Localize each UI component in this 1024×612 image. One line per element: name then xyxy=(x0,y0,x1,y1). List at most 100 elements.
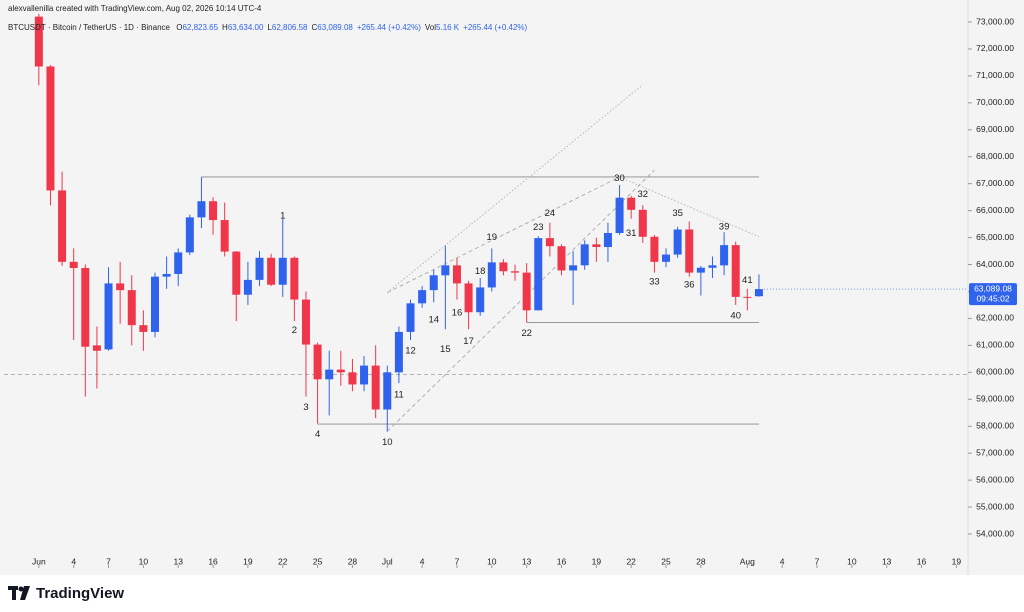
candle-body xyxy=(476,287,485,313)
candle-body xyxy=(650,236,659,262)
change: +265.44 (+0.42%) xyxy=(356,23,421,32)
x-tick-label: 13 xyxy=(173,556,183,566)
volume-change: +265.44 (+0.42%) xyxy=(463,23,528,32)
y-tick-label: 58,000.00 xyxy=(976,420,1014,430)
candle-body xyxy=(696,267,705,273)
x-tick-label: 13 xyxy=(882,556,892,566)
candle-body xyxy=(197,201,206,218)
annotation: 18 xyxy=(475,266,486,277)
x-tick-label: 16 xyxy=(208,556,218,566)
footer: TradingView xyxy=(8,582,124,604)
y-tick-label: 57,000.00 xyxy=(976,447,1014,457)
legend-key: C xyxy=(311,23,318,32)
candle-body xyxy=(220,220,229,252)
y-tick-label: 73,000.00 xyxy=(976,16,1014,26)
annotation: 35 xyxy=(672,208,683,219)
y-tick-label: 71,000.00 xyxy=(976,70,1014,80)
x-tick-label: Jul xyxy=(382,556,393,566)
candle-body xyxy=(81,268,90,347)
x-tick-label: 16 xyxy=(917,556,927,566)
candle-body xyxy=(522,272,531,311)
candle-body xyxy=(383,372,392,410)
annotation: 41 xyxy=(742,275,753,286)
x-tick-label: 19 xyxy=(952,556,962,566)
candle-body xyxy=(545,238,554,247)
x-tick-label: 25 xyxy=(661,556,671,566)
annotation: 22 xyxy=(521,328,532,339)
candle-body xyxy=(441,265,450,276)
candle-body xyxy=(418,290,427,304)
x-tick-label: 4 xyxy=(420,556,425,566)
y-tick-label: 69,000.00 xyxy=(976,124,1014,134)
annotation: 11 xyxy=(394,390,404,401)
legend-value: 63,089.08 xyxy=(317,23,353,32)
candle-body xyxy=(394,331,403,373)
annotation: 19 xyxy=(487,232,498,243)
annotation: 3 xyxy=(303,402,308,413)
candle-body xyxy=(708,265,717,268)
x-tick-label: 13 xyxy=(522,556,532,566)
candle-body xyxy=(150,276,159,332)
drawing-line xyxy=(619,176,760,238)
x-tick-label: 10 xyxy=(139,556,149,566)
price-tag xyxy=(969,283,1017,306)
candle-body xyxy=(371,365,380,410)
volume-key: Vol xyxy=(424,23,437,32)
annotation: 40 xyxy=(730,310,741,321)
candle-body xyxy=(34,16,43,67)
brand: TradingView xyxy=(36,584,125,602)
symbol-title: BTCUSDT · Bitcoin / TetherUS · 1D · Bina… xyxy=(8,23,170,32)
annotation: 39 xyxy=(719,221,730,232)
candle-body xyxy=(162,273,171,277)
annotation: 4 xyxy=(315,429,320,440)
candle-body xyxy=(429,275,438,291)
y-tick-label: 67,000.00 xyxy=(976,178,1014,188)
candle-body xyxy=(127,290,136,326)
candle-body xyxy=(557,246,566,271)
x-tick-label: 25 xyxy=(313,556,323,566)
candle-body xyxy=(603,233,612,248)
candle-body xyxy=(139,325,148,332)
y-tick-label: 60,000.00 xyxy=(976,367,1014,377)
y-tick-label: 59,000.00 xyxy=(976,394,1014,404)
x-tick-label: 28 xyxy=(696,556,706,566)
candle-body xyxy=(627,197,636,210)
legend-value: 63,634.00 xyxy=(227,23,264,32)
candle-body xyxy=(348,372,357,385)
annotation: 30 xyxy=(614,173,625,184)
x-tick-label: 10 xyxy=(847,556,857,566)
drawing-line xyxy=(387,84,644,293)
x-tick-label: 10 xyxy=(487,556,497,566)
x-tick-label: 19 xyxy=(592,556,602,566)
candle-body xyxy=(406,303,415,332)
candle-body xyxy=(673,229,682,255)
volume-value: 5.16 K xyxy=(436,23,460,32)
x-tick-label: Aug xyxy=(740,556,755,566)
annotation: 12 xyxy=(405,345,416,356)
candle-body xyxy=(278,257,287,285)
y-tick-label: 64,000.00 xyxy=(976,259,1014,269)
candle-body xyxy=(487,262,496,288)
legend-value: 62,806.58 xyxy=(271,23,308,32)
x-tick-label: 19 xyxy=(243,556,253,566)
chart: 54,000.00 55,000.00 56,000.00 57,000.00 58,0… xyxy=(0,0,1024,575)
x-tick-label: 22 xyxy=(278,556,288,566)
candle-body xyxy=(720,245,729,266)
annotation: 14 xyxy=(428,314,439,325)
candle-body xyxy=(69,261,78,269)
candle-body xyxy=(580,244,589,266)
candle-body xyxy=(185,217,194,253)
candle-body xyxy=(464,283,473,313)
candle-body xyxy=(638,209,647,237)
candle-body xyxy=(743,296,752,298)
y-tick-label: 72,000.00 xyxy=(976,43,1014,53)
annotation: 2 xyxy=(292,325,297,336)
candle-body xyxy=(267,257,276,285)
annotation: 17 xyxy=(463,336,474,347)
candle-body xyxy=(685,229,694,273)
legend-key: H xyxy=(222,23,228,32)
y-tick-label: 54,000.00 xyxy=(976,528,1014,538)
candle-body xyxy=(243,279,252,295)
drawing-line xyxy=(387,176,620,293)
